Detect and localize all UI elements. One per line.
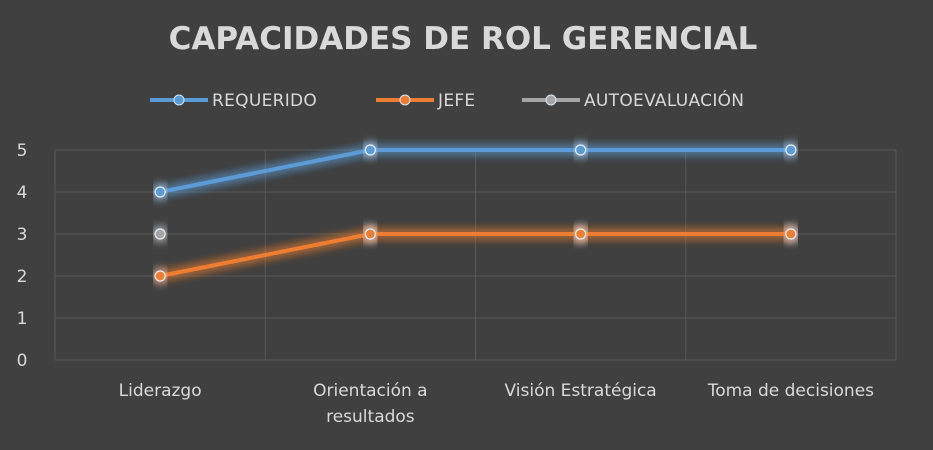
legend-item: JEFE xyxy=(376,91,475,111)
y-tick-label: 2 xyxy=(17,267,28,287)
y-tick-label: 5 xyxy=(17,141,28,161)
series-requerido xyxy=(154,144,797,198)
legend-label: AUTOEVALUACIÓN xyxy=(584,89,744,111)
x-tick-label: Toma de decisiones xyxy=(707,381,874,401)
data-point xyxy=(364,228,376,240)
data-point xyxy=(575,144,587,156)
data-point xyxy=(154,270,166,282)
data-point xyxy=(154,186,166,198)
chart-title: CAPACIDADES DE ROL GERENCIAL xyxy=(169,21,758,57)
legend-label: REQUERIDO xyxy=(212,91,317,111)
y-tick-label: 4 xyxy=(17,183,28,203)
legend: REQUERIDO JEFE AUTOEVALUACIÓN xyxy=(150,89,744,111)
legend-label: JEFE xyxy=(437,91,475,111)
data-point xyxy=(785,228,797,240)
legend-swatch-marker xyxy=(399,94,411,106)
data-point xyxy=(575,228,587,240)
x-tick-label: Orientación a resultados xyxy=(313,381,427,427)
data-point xyxy=(154,228,166,240)
series-lines xyxy=(154,144,797,282)
y-axis-ticks: 0 1 2 3 4 5 xyxy=(17,141,28,371)
x-axis-ticks: Liderazgo Orientación a resultados Visión E… xyxy=(119,381,875,427)
x-tick-label: Visión Estratégica xyxy=(505,381,657,401)
legend-item: REQUERIDO xyxy=(150,91,317,111)
series-line xyxy=(159,148,791,194)
data-point xyxy=(785,144,797,156)
y-tick-label: 3 xyxy=(17,225,28,245)
series-line xyxy=(159,232,791,278)
y-tick-label: 1 xyxy=(17,309,28,329)
y-tick-label: 0 xyxy=(17,351,28,371)
legend-item: AUTOEVALUACIÓN xyxy=(522,89,744,111)
legend-swatch-marker xyxy=(545,94,557,106)
legend-swatch-marker xyxy=(173,94,185,106)
series-jefe xyxy=(154,228,797,282)
data-point xyxy=(364,144,376,156)
x-tick-label: Liderazgo xyxy=(119,381,202,401)
